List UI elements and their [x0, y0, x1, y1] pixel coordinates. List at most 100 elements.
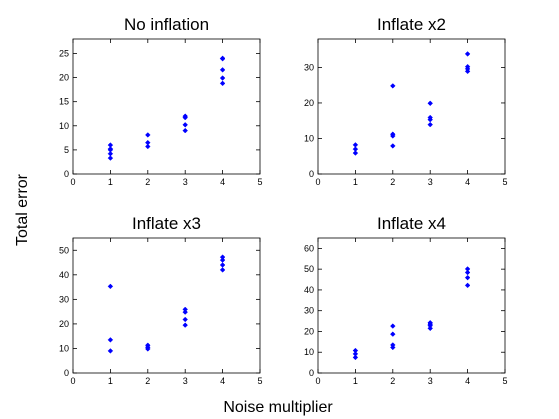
y-tick-label: 30 — [304, 62, 314, 72]
x-tick-label: 0 — [70, 376, 75, 386]
data-point — [182, 322, 188, 328]
data-point — [390, 143, 396, 149]
y-tick-label: 15 — [59, 97, 69, 107]
data-point — [107, 283, 114, 290]
y-tick-label: 20 — [304, 98, 314, 108]
x-tick-label: 2 — [145, 376, 150, 386]
y-tick-label: 0 — [64, 368, 69, 378]
data-point — [390, 342, 396, 348]
data-point — [427, 121, 433, 128]
data-point — [182, 127, 188, 134]
x-tick-label: 1 — [353, 376, 358, 386]
x-tick-label: 4 — [465, 376, 470, 386]
subplot-title: Inflate x3 — [132, 214, 201, 233]
data-point — [390, 331, 396, 337]
data-point — [219, 257, 226, 263]
x-tick-label: 4 — [465, 177, 470, 187]
data-point — [352, 354, 359, 361]
data-point — [145, 139, 151, 146]
data-point — [390, 131, 396, 137]
x-tick-label: 1 — [353, 177, 358, 187]
x-tick-label: 2 — [390, 376, 395, 386]
y-tick-label: 20 — [59, 73, 69, 83]
x-tick-label: 3 — [428, 376, 433, 386]
x-tick-label: 5 — [502, 177, 507, 187]
data-point — [464, 63, 471, 70]
y-tick-label: 40 — [304, 285, 314, 295]
y-tick-label: 0 — [309, 169, 314, 179]
data-point — [352, 146, 359, 152]
x-tick-label: 1 — [108, 177, 113, 187]
data-point — [182, 316, 188, 323]
x-tick-label: 1 — [108, 376, 113, 386]
x-tick-label: 2 — [390, 177, 395, 187]
data-point — [145, 132, 151, 138]
subplot: No inflation 0 1 2 3 4 5 0 5 10 15 20 25 — [59, 15, 263, 187]
data-point — [427, 114, 433, 121]
x-tick-label: 3 — [183, 376, 188, 386]
subplot-title: Inflate x2 — [377, 15, 446, 34]
data-point — [107, 348, 114, 354]
y-tick-label: 10 — [304, 133, 314, 143]
y-tick-label: 20 — [59, 319, 69, 329]
data-point — [107, 142, 114, 148]
x-tick-label: 2 — [145, 177, 150, 187]
data-point — [182, 113, 188, 119]
y-tick-label: 10 — [304, 347, 314, 357]
y-tick-label: 0 — [64, 169, 69, 179]
data-point — [464, 274, 471, 281]
x-tick-label: 5 — [257, 376, 262, 386]
y-tick-label: 40 — [59, 270, 69, 280]
data-point — [427, 100, 433, 107]
plot-frame — [317, 38, 506, 175]
x-tick-label: 0 — [315, 376, 320, 386]
y-tick-label: 20 — [304, 326, 314, 336]
subplot-title: No inflation — [124, 15, 209, 34]
data-point — [219, 67, 226, 73]
data-point — [464, 266, 471, 272]
y-tick-label: 10 — [59, 343, 69, 353]
data-point — [182, 306, 188, 313]
x-tick-label: 0 — [315, 177, 320, 187]
y-tick-label: 50 — [304, 264, 314, 274]
data-point — [219, 254, 226, 260]
subplot: Inflate x2 0 1 2 3 4 5 0 10 20 30 — [304, 15, 508, 187]
data-point — [219, 267, 226, 273]
data-point — [219, 262, 226, 268]
data-point — [182, 122, 188, 128]
x-tick-label: 4 — [220, 376, 225, 386]
data-point — [352, 351, 359, 357]
x-tick-label: 5 — [257, 177, 262, 187]
data-point — [464, 51, 471, 57]
y-tick-label: 25 — [59, 48, 69, 58]
data-point — [145, 143, 151, 150]
y-tick-label: 30 — [304, 306, 314, 316]
data-point — [219, 75, 226, 81]
y-tick-label: 30 — [59, 294, 69, 304]
figure-ylabel: Total error — [14, 173, 31, 246]
data-point — [464, 269, 471, 276]
plot-frame — [72, 237, 261, 374]
plot-frame — [317, 237, 506, 374]
subplot-title: Inflate x4 — [377, 214, 446, 233]
data-point — [352, 142, 359, 148]
y-tick-label: 10 — [59, 121, 69, 131]
data-point — [107, 146, 114, 152]
y-tick-label: 50 — [59, 245, 69, 255]
data-point — [390, 83, 396, 89]
y-tick-label: 0 — [309, 368, 314, 378]
data-point — [107, 337, 114, 343]
data-point — [145, 342, 151, 349]
x-tick-label: 0 — [70, 177, 75, 187]
x-tick-label: 4 — [220, 177, 225, 187]
data-point — [464, 282, 471, 289]
y-tick-label: 5 — [64, 145, 69, 155]
data-point — [427, 319, 433, 326]
y-tick-label: 60 — [304, 243, 314, 253]
x-tick-label: 5 — [502, 376, 507, 386]
